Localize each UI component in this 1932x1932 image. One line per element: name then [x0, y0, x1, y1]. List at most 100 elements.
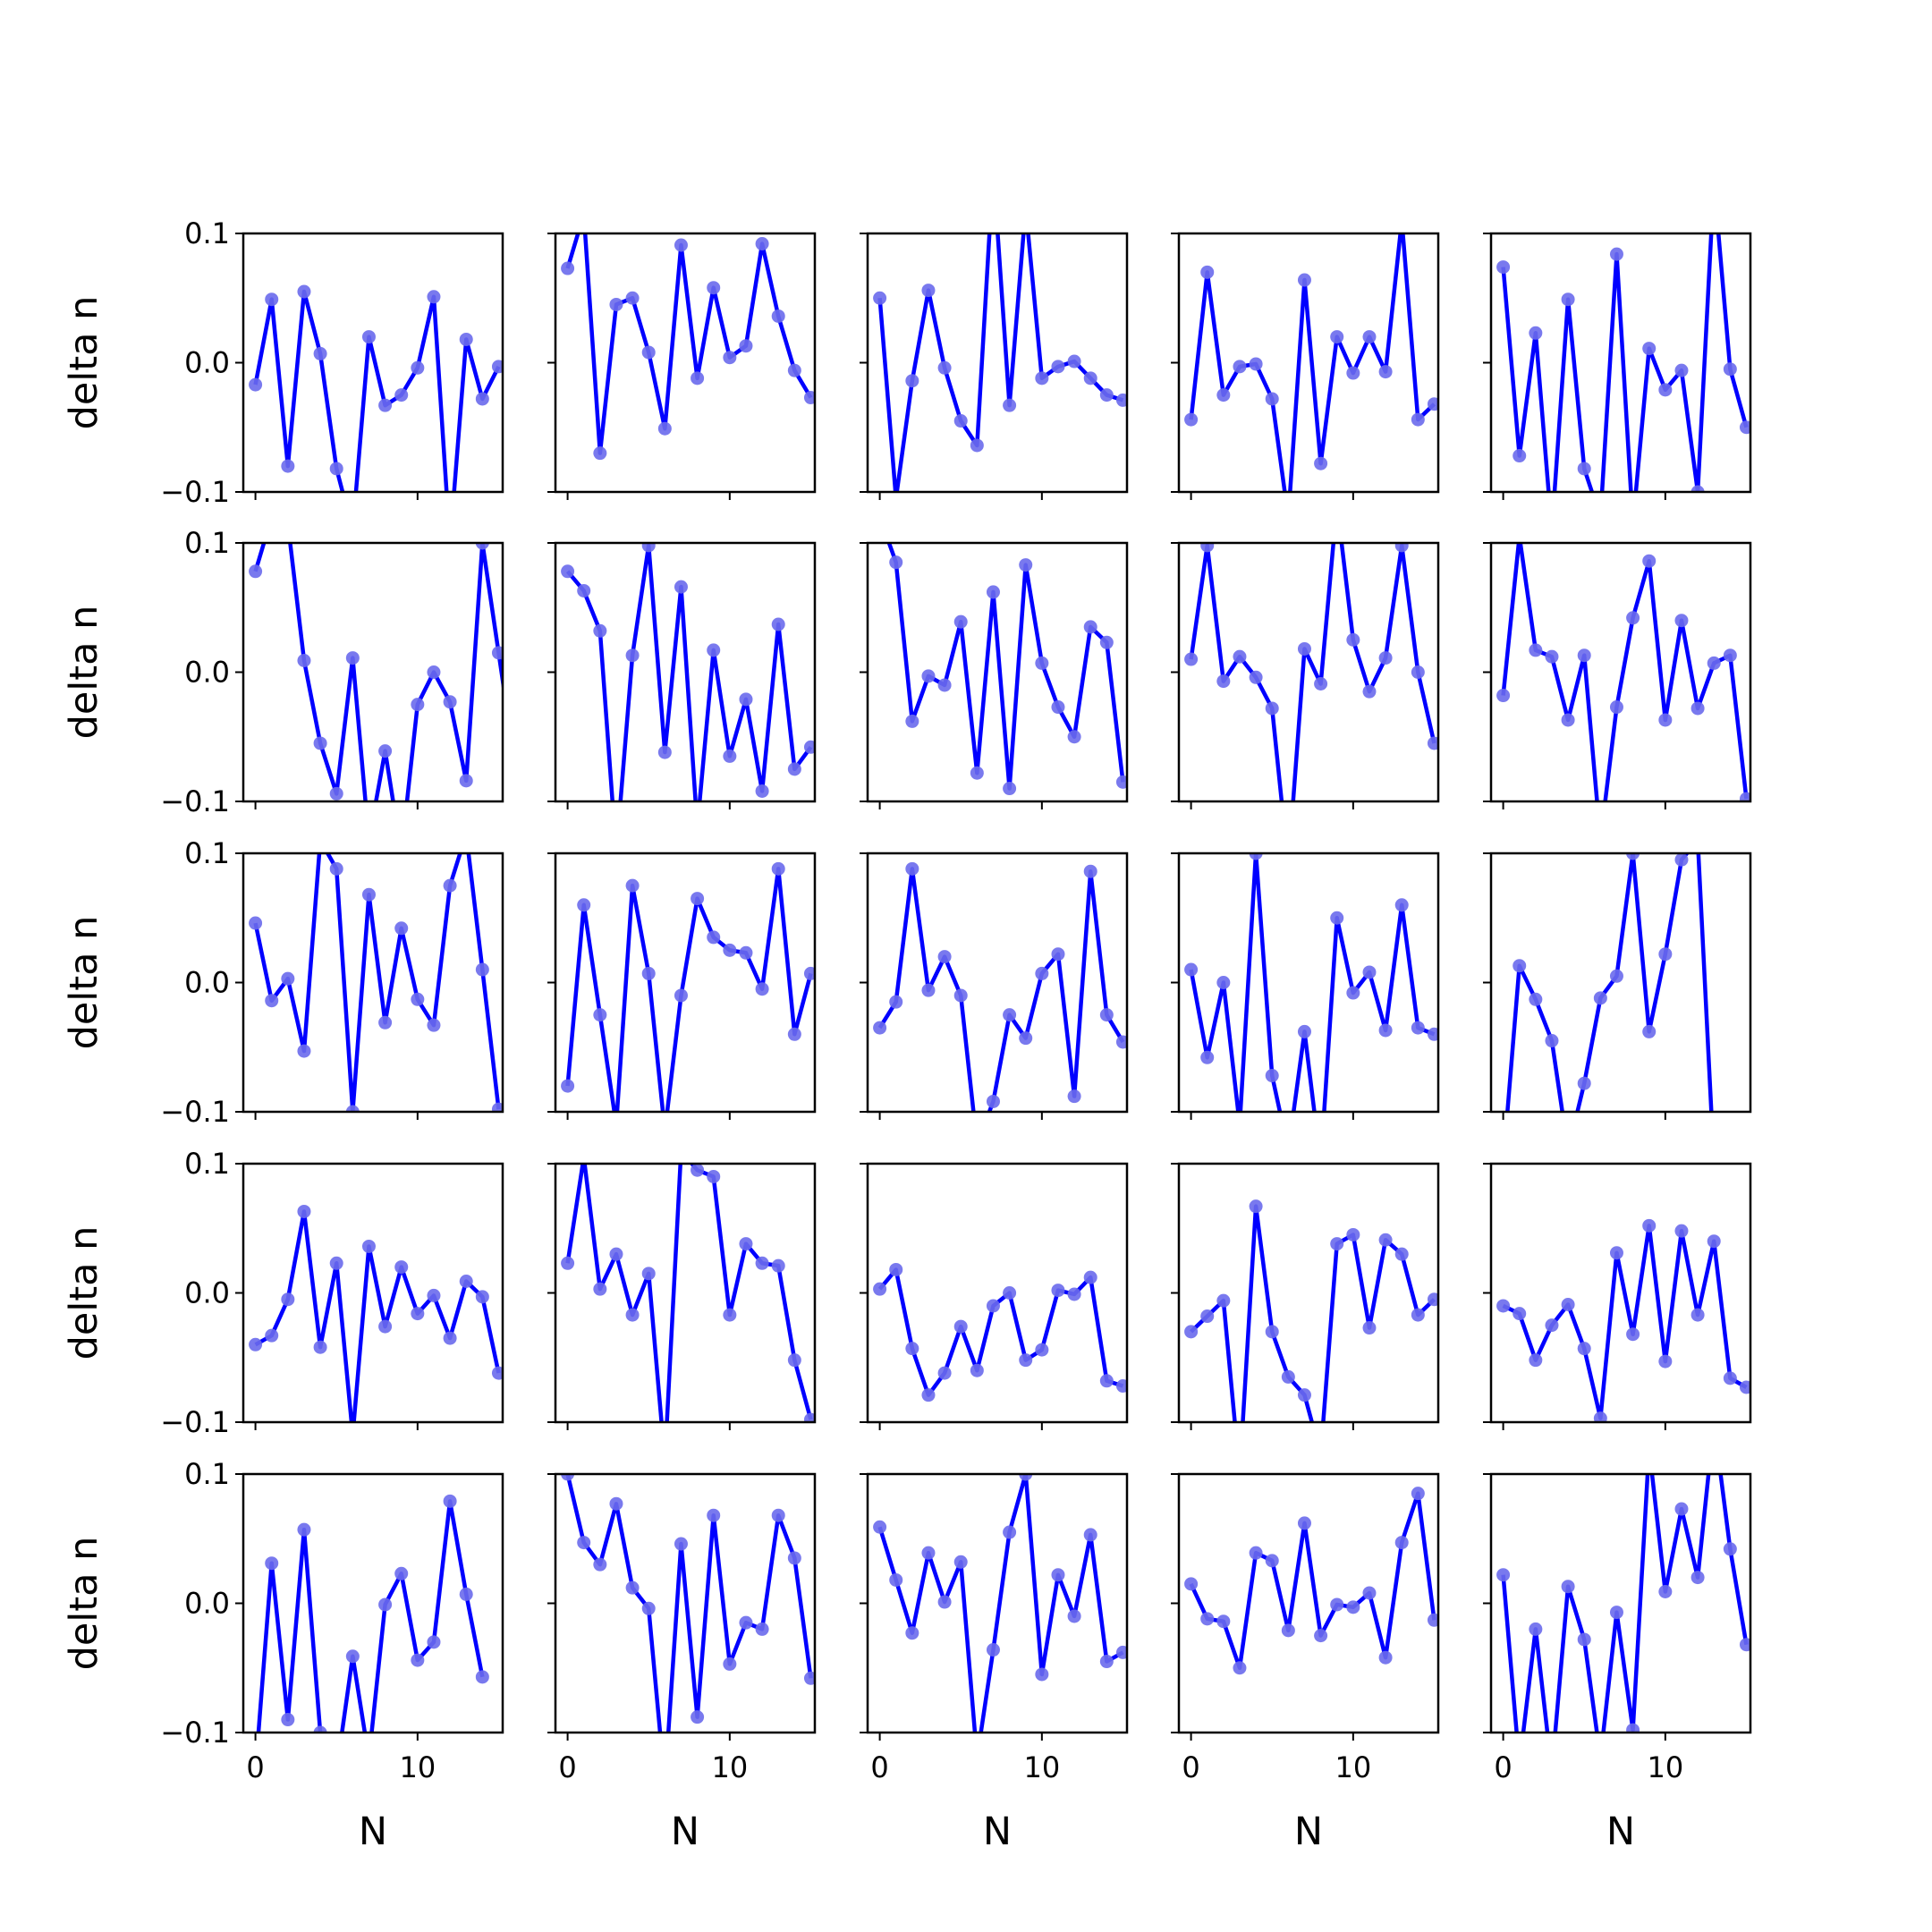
- data-point: [593, 623, 607, 638]
- data-point: [265, 994, 279, 1008]
- data-point: [1019, 1474, 1033, 1481]
- data-point: [1609, 1606, 1623, 1620]
- data-point: [491, 646, 503, 660]
- data-point: [1083, 620, 1097, 634]
- data-point: [723, 943, 737, 957]
- x-axis-label: N: [1606, 1809, 1635, 1854]
- data-point: [1297, 1024, 1311, 1038]
- data-point: [1003, 782, 1017, 796]
- data-point: [771, 617, 785, 631]
- data-point: [787, 762, 801, 776]
- data-point: [723, 749, 737, 763]
- data-point: [1083, 864, 1097, 878]
- data-point: [1346, 986, 1360, 1000]
- y-tick-label: −0.1: [160, 784, 230, 818]
- subplot-r2-c2: [547, 541, 817, 809]
- data-point: [1561, 1298, 1575, 1312]
- data-point: [1411, 665, 1425, 679]
- data-point: [905, 1342, 919, 1356]
- data-point: [378, 398, 393, 412]
- data-point: [1051, 360, 1065, 374]
- data-point: [561, 1256, 575, 1270]
- data-point: [1099, 635, 1114, 649]
- data-point: [1216, 1614, 1231, 1629]
- data-point: [281, 971, 295, 986]
- data-point: [1626, 853, 1640, 860]
- data-point: [905, 861, 919, 876]
- data-point: [1496, 260, 1511, 275]
- data-point: [1561, 292, 1575, 307]
- data-point: [1642, 1218, 1657, 1233]
- data-point: [1427, 1292, 1438, 1307]
- data-point: [1067, 730, 1081, 744]
- data-point: [803, 1671, 815, 1685]
- data-point: [889, 1572, 903, 1587]
- data-point: [755, 1256, 769, 1270]
- data-point: [1529, 326, 1543, 340]
- data-point: [1561, 713, 1575, 727]
- data-point: [1529, 992, 1543, 1006]
- data-point: [1099, 388, 1114, 402]
- subplot-r4-c2: [547, 1162, 817, 1430]
- data-point: [1513, 959, 1527, 973]
- data-point: [674, 580, 688, 594]
- data-point: [787, 1551, 801, 1565]
- data-point: [1216, 388, 1231, 402]
- series-group: [249, 853, 503, 1112]
- data-point: [1427, 397, 1438, 411]
- data-point: [1513, 449, 1527, 463]
- data-point: [1739, 1638, 1750, 1652]
- data-point: [1330, 911, 1344, 925]
- series-group: [249, 1204, 503, 1422]
- subplot-r2-c4: [1171, 541, 1440, 809]
- data-point: [771, 1258, 785, 1273]
- y-axis-label: delta n: [62, 606, 106, 740]
- data-point: [1658, 1584, 1673, 1598]
- data-point: [1297, 1516, 1311, 1530]
- data-point: [691, 1710, 705, 1724]
- data-point: [1249, 853, 1263, 860]
- x-tick-label: 0: [558, 1750, 576, 1784]
- x-tick-label: 0: [870, 1750, 888, 1784]
- data-point: [1346, 632, 1360, 647]
- x-axis-label: N: [983, 1809, 1012, 1854]
- data-point: [1051, 1284, 1065, 1298]
- series-group: [1496, 1218, 1750, 1422]
- data-point: [1115, 393, 1127, 407]
- data-point: [427, 1288, 441, 1302]
- y-axis-label: delta n: [62, 916, 106, 1050]
- series-group: [873, 233, 1127, 492]
- data-point: [970, 1363, 984, 1377]
- data-point: [1674, 853, 1689, 867]
- data-point: [723, 1657, 737, 1671]
- x-axis-label: N: [671, 1809, 699, 1854]
- data-point: [1609, 247, 1623, 261]
- data-point: [1707, 1234, 1721, 1249]
- data-point: [561, 1474, 575, 1481]
- data-point: [1019, 1353, 1033, 1368]
- data-point: [329, 462, 343, 476]
- series-group: [873, 1474, 1127, 1733]
- data-point: [561, 261, 575, 275]
- subplot-r5-c5: 0 10 N: [1483, 1472, 1752, 1854]
- subplot-r3-c3: [860, 852, 1129, 1120]
- data-point: [394, 1566, 409, 1580]
- data-point: [1216, 674, 1231, 689]
- series-line: [1501, 543, 1749, 801]
- data-point: [1723, 648, 1737, 663]
- data-point: [475, 962, 489, 977]
- data-point: [593, 1282, 607, 1296]
- data-point: [561, 564, 575, 579]
- data-point: [361, 887, 376, 902]
- subplot-r5-c3: 0 10 N: [860, 1472, 1129, 1854]
- data-point: [427, 1635, 441, 1649]
- data-point: [641, 1267, 656, 1281]
- series-group: [1496, 233, 1750, 492]
- data-point: [1314, 1629, 1328, 1643]
- data-point: [1707, 656, 1721, 670]
- subplot-r4-c4: [1171, 1162, 1440, 1430]
- series-group: [1184, 853, 1438, 1112]
- data-point: [491, 360, 503, 374]
- data-point: [1265, 1069, 1279, 1083]
- series-group: [1184, 1199, 1438, 1422]
